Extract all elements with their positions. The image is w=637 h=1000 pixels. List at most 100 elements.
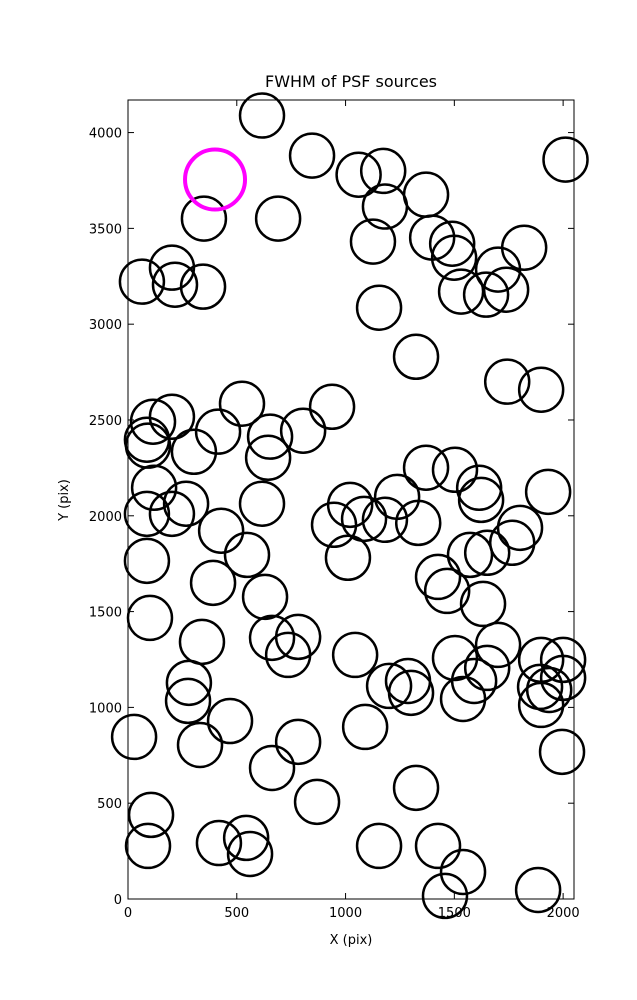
- source-circle: [165, 659, 213, 707]
- source-circle: [402, 171, 450, 218]
- source-circle: [474, 621, 522, 669]
- source-circle: [359, 147, 407, 195]
- source-circle: [274, 613, 322, 661]
- source-circle: [483, 358, 531, 405]
- y-tick-label: 1500: [89, 606, 122, 621]
- y-axis-label: Y (pix): [57, 479, 72, 522]
- source-circle: [194, 408, 242, 455]
- source-circle: [170, 428, 218, 476]
- source-circle: [421, 872, 469, 920]
- source-circle: [392, 764, 440, 812]
- source-circle: [463, 644, 511, 692]
- source-circle: [183, 147, 248, 212]
- source-circle: [402, 444, 450, 491]
- source-circle: [288, 132, 336, 179]
- source-circle: [455, 464, 503, 512]
- source-circle: [279, 407, 327, 454]
- source-circle: [293, 778, 341, 826]
- y-tick-label: 1000: [89, 701, 122, 716]
- y-tick-label: 500: [97, 797, 122, 812]
- x-tick-label: 0: [124, 906, 132, 921]
- source-circle: [459, 580, 507, 628]
- x-tick-label: 2000: [547, 906, 580, 921]
- source-circle: [524, 468, 572, 516]
- source-circle: [430, 234, 478, 281]
- x-tick-label: 1500: [438, 906, 471, 921]
- source-circle: [365, 662, 413, 710]
- y-tick-label: 0: [114, 893, 122, 908]
- source-circle: [514, 866, 562, 914]
- source-circle: [463, 529, 511, 577]
- x-tick-label: 500: [224, 906, 249, 921]
- source-circle: [387, 669, 435, 717]
- source-circle: [222, 814, 270, 862]
- source-circle: [394, 499, 442, 547]
- source-circle: [226, 830, 274, 878]
- source-circle: [414, 822, 462, 870]
- source-circle: [538, 728, 586, 776]
- source-circle: [124, 822, 172, 870]
- source-circle: [431, 634, 479, 682]
- source-circle: [246, 413, 294, 460]
- source-circle: [355, 284, 403, 331]
- source-circle: [274, 718, 322, 766]
- y-tick-label: 2500: [89, 414, 122, 429]
- y-tick-label: 3000: [89, 318, 122, 333]
- source-circle: [414, 553, 462, 601]
- source-circle: [428, 220, 476, 267]
- source-circle: [129, 398, 177, 445]
- source-circle: [488, 519, 536, 567]
- source-circle: [340, 495, 388, 543]
- source-circle: [423, 567, 471, 615]
- source-circle: [341, 703, 389, 751]
- x-tick-label: 1000: [329, 906, 362, 921]
- source-circle: [462, 271, 510, 318]
- source-circle: [176, 721, 224, 769]
- source-circle: [525, 666, 573, 714]
- source-circle: [324, 534, 372, 581]
- source-circle: [206, 697, 254, 745]
- source-circle: [244, 434, 292, 481]
- source-circle: [241, 573, 289, 621]
- source-circle: [123, 490, 171, 538]
- source-circle: [123, 537, 171, 585]
- source-circle: [431, 446, 479, 494]
- x-axis-label: X (pix): [330, 933, 373, 948]
- source-circle: [178, 618, 226, 666]
- plot-frame: [127, 99, 575, 900]
- source-circle: [326, 481, 374, 529]
- source-circle: [130, 464, 178, 512]
- source-circle: [248, 744, 296, 792]
- source-circle: [361, 496, 409, 544]
- source-circle: [164, 677, 212, 725]
- source-circle: [118, 258, 166, 305]
- source-circle: [126, 594, 174, 642]
- source-circle: [439, 675, 487, 723]
- source-circle: [195, 819, 243, 867]
- source-circle: [331, 631, 379, 679]
- chart-title: FWHM of PSF sources: [265, 72, 437, 91]
- source-circle: [179, 263, 227, 310]
- source-circle: [162, 480, 210, 527]
- source-circle: [189, 559, 237, 607]
- source-circle: [439, 848, 487, 896]
- source-circle: [127, 791, 175, 839]
- source-circle: [496, 504, 544, 552]
- source-circle: [254, 195, 302, 242]
- source-circle: [308, 383, 356, 431]
- source-circle: [457, 476, 505, 524]
- source-circle: [542, 136, 589, 183]
- source-circle: [482, 266, 530, 313]
- source-circle: [539, 636, 587, 684]
- source-circle: [264, 631, 312, 679]
- source-circle: [197, 507, 245, 554]
- source-circle: [110, 713, 158, 761]
- source-circle: [310, 501, 358, 549]
- source-circle: [355, 822, 403, 870]
- source-circle: [539, 654, 587, 702]
- y-tick-label: 2000: [89, 510, 122, 525]
- source-circle: [148, 490, 196, 538]
- source-circle: [349, 218, 397, 265]
